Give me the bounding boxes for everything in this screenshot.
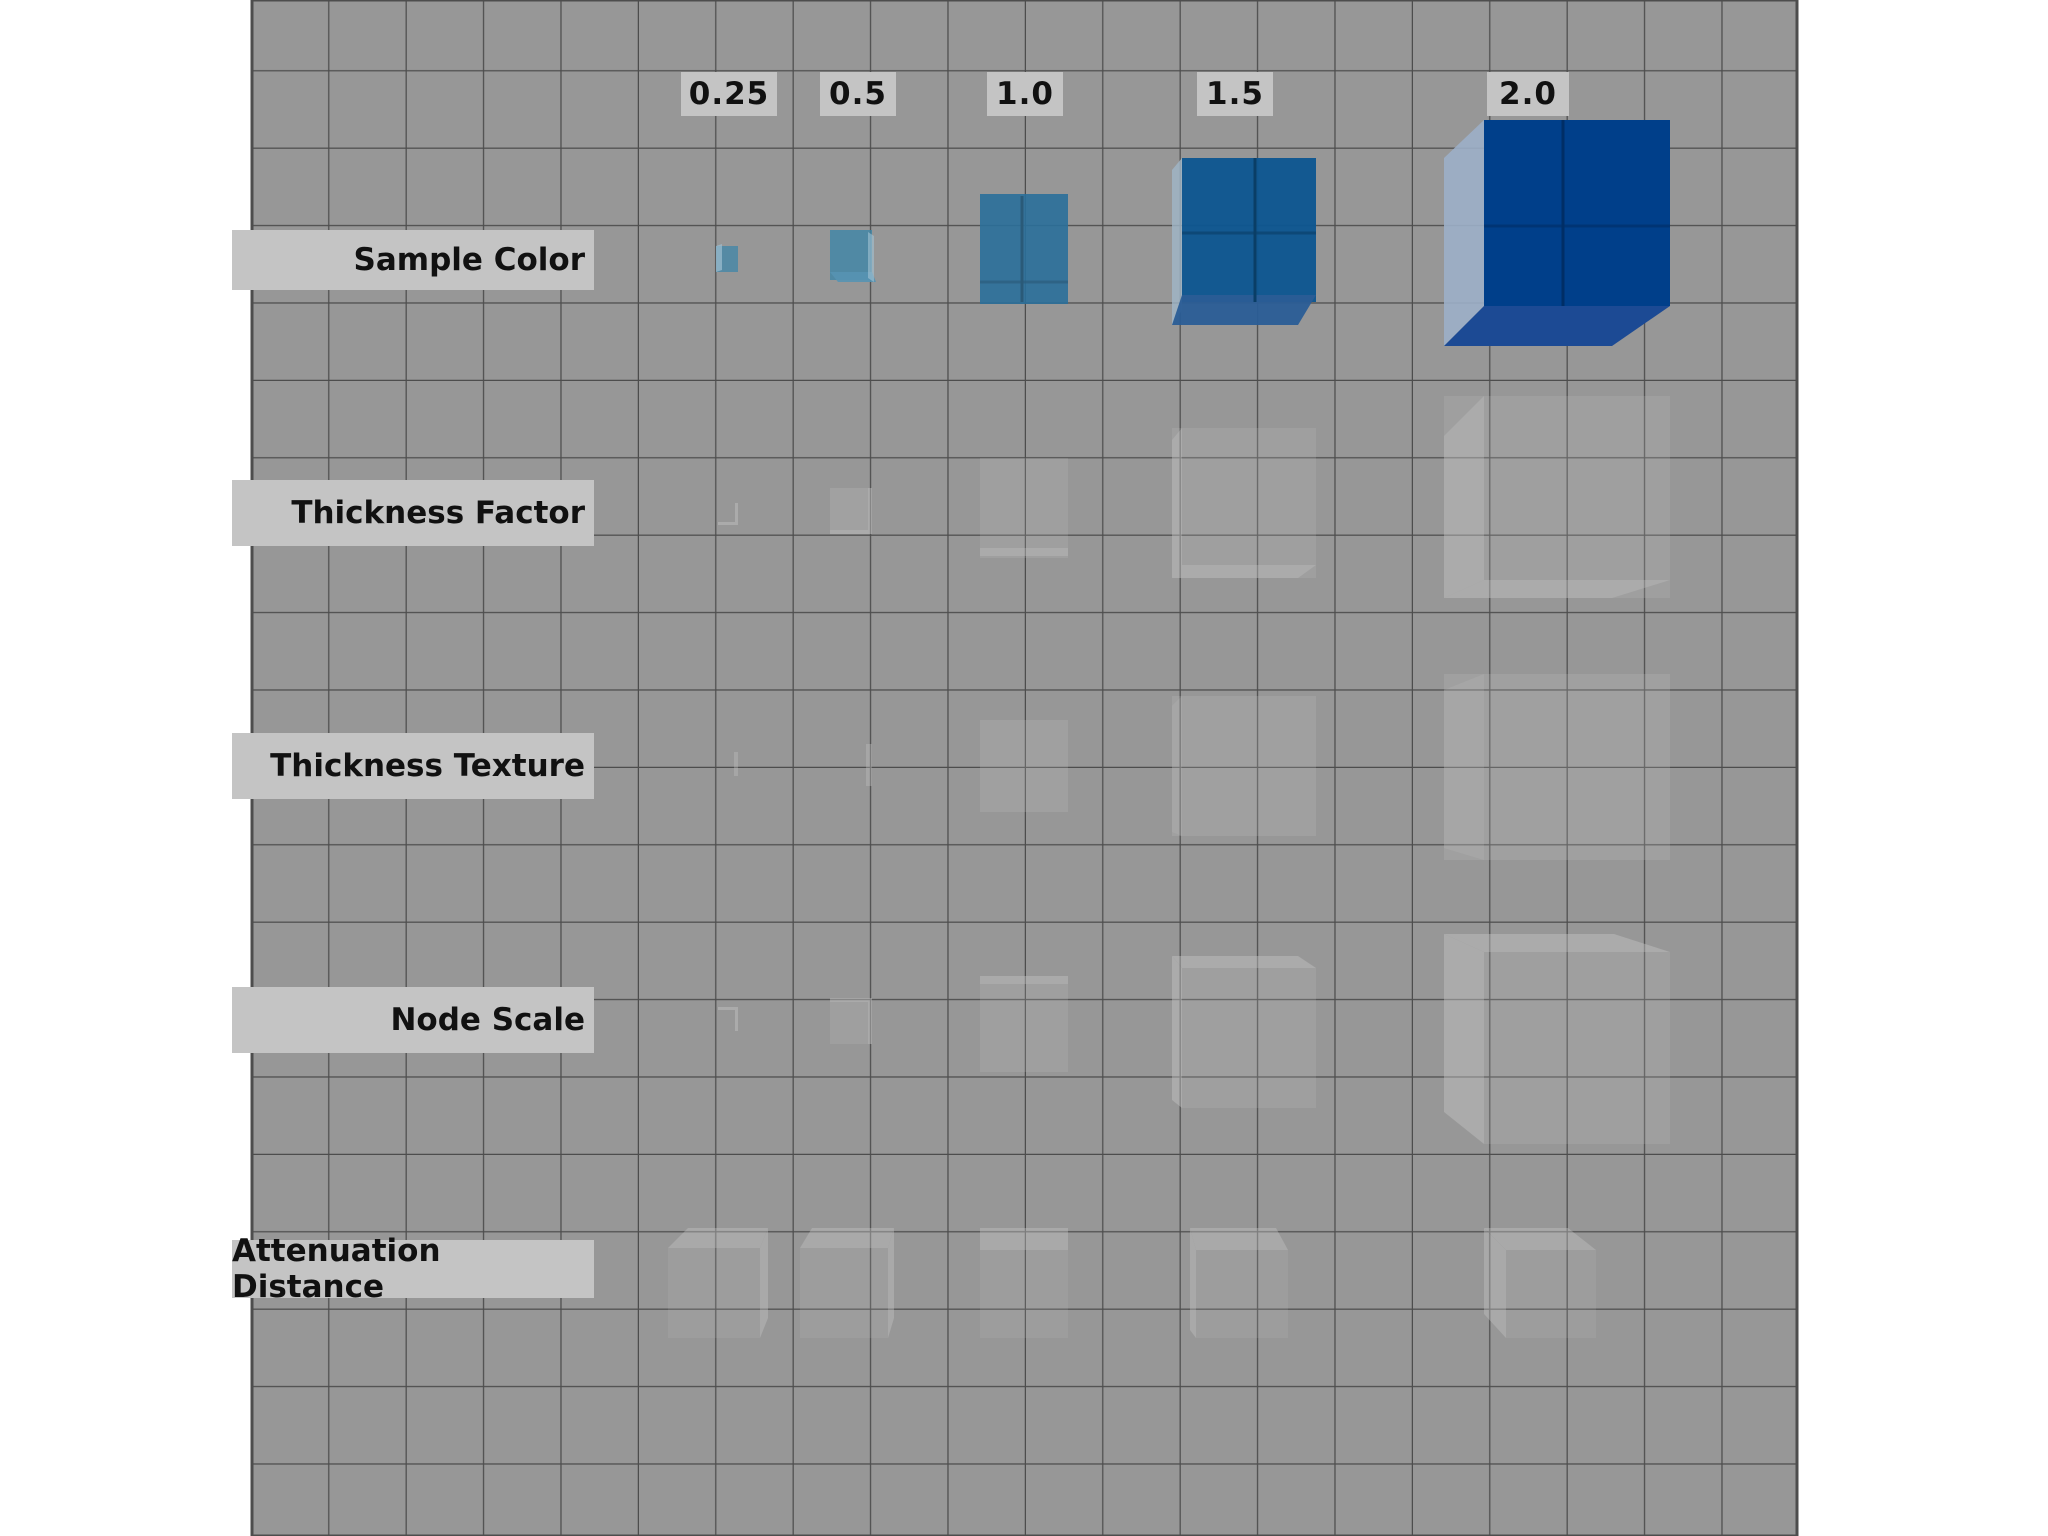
cube-thickness-texture-0.5 xyxy=(866,744,872,786)
cube-node-scale-0.25 xyxy=(718,1007,738,1031)
row-label-thickness-factor: Thickness Factor xyxy=(232,480,594,546)
cube-attenuation-distance-2.0 xyxy=(1484,1228,1596,1338)
cube-thickness-factor-0.25 xyxy=(718,503,738,525)
column-label-2.0: 2.0 xyxy=(1487,72,1569,116)
row-label-attenuation-distance: Attenuation Distance xyxy=(232,1233,594,1305)
cube-thickness-texture-2.0 xyxy=(1444,674,1670,860)
cube-attenuation-distance-1.0 xyxy=(980,1228,1068,1338)
cube-thickness-texture-1.5 xyxy=(1172,696,1316,836)
column-label-0.5: 0.5 xyxy=(820,72,896,116)
thickness-factor-row-cubes xyxy=(718,396,1670,598)
row-label-thickness-texture: Thickness Texture xyxy=(232,733,594,799)
cube-node-scale-0.5 xyxy=(830,998,872,1044)
cube-sample-color-0.5 xyxy=(830,230,876,282)
sample-color-row-cubes xyxy=(716,120,1670,346)
cube-attenuation-distance-0.5 xyxy=(800,1228,894,1338)
row-label-node-scale: Node Scale xyxy=(232,987,594,1053)
cube-attenuation-distance-1.5 xyxy=(1190,1228,1288,1338)
cube-sample-color-1.5 xyxy=(1172,158,1316,325)
cube-node-scale-1.0 xyxy=(980,976,1068,1072)
cube-thickness-factor-1.0 xyxy=(980,458,1068,558)
thickness-texture-row-cubes xyxy=(734,674,1670,860)
cube-node-scale-2.0 xyxy=(1444,934,1670,1144)
column-label-1.5: 1.5 xyxy=(1197,72,1273,116)
cube-node-scale-1.5 xyxy=(1172,956,1316,1108)
cube-thickness-texture-0.25 xyxy=(734,752,738,776)
column-label-1.0: 1.0 xyxy=(987,72,1063,116)
cube-sample-color-1.0 xyxy=(980,194,1068,304)
row-label-sample-color: Sample Color xyxy=(232,230,594,290)
cube-thickness-factor-0.5 xyxy=(830,488,872,534)
cube-thickness-factor-2.0 xyxy=(1444,396,1670,598)
cube-thickness-texture-1.0 xyxy=(980,720,1068,812)
cube-sample-color-2.0 xyxy=(1444,120,1670,346)
cube-attenuation-distance-0.25 xyxy=(668,1228,768,1338)
node-scale-row-cubes xyxy=(718,934,1670,1144)
column-label-0.25: 0.25 xyxy=(681,72,777,116)
cube-thickness-factor-1.5 xyxy=(1172,428,1316,578)
cube-sample-color-0.25 xyxy=(716,244,738,272)
attenuation-distance-row-cubes xyxy=(668,1228,1596,1338)
